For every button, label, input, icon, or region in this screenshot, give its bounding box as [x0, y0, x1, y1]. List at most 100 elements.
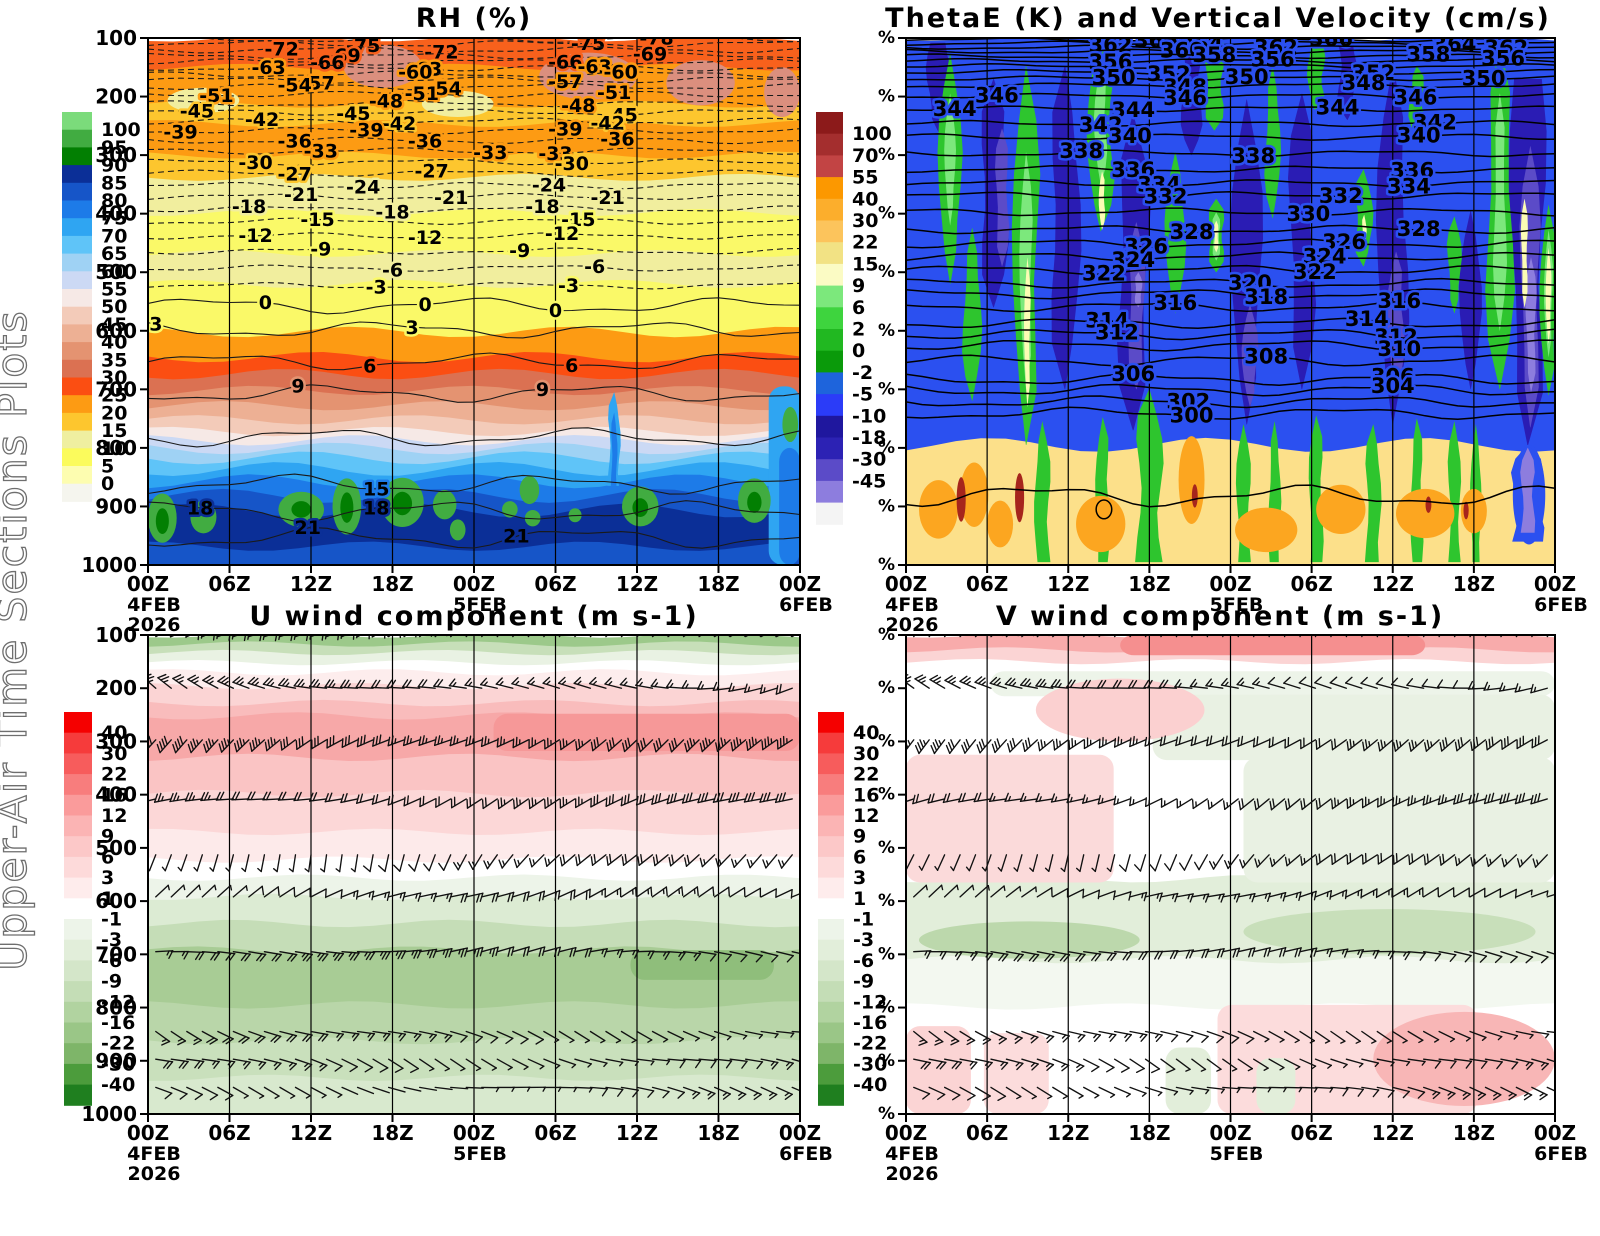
x-date-label: 2026: [886, 1163, 939, 1185]
colorbar-box: [818, 794, 844, 816]
y-tick-label: %: [878, 731, 895, 751]
y-tick-label: 100: [95, 623, 137, 647]
colorbar-label: 16: [853, 784, 879, 806]
fill-column: [944, 93, 956, 226]
fill-patch: [666, 60, 735, 106]
y-tick-label: 400: [95, 202, 137, 226]
colorbar-label: 35: [101, 349, 127, 371]
x-tick-label: 18Z: [1128, 572, 1170, 596]
colorbar-label: -12: [101, 991, 135, 1013]
wind-barb-row: [155, 1058, 800, 1074]
contour-label: -45: [336, 103, 370, 125]
wind-barb-row: [913, 1086, 1555, 1102]
contour-label: -33: [304, 141, 338, 163]
colorbar-label: 0: [101, 473, 114, 495]
contour-label: 332: [1144, 185, 1188, 209]
contour-line: [148, 500, 800, 523]
x-tick-label: 12Z: [1047, 1121, 1089, 1145]
contour-line: [148, 473, 800, 495]
sidebar-title: Upper-Air Time Sections Plots: [0, 309, 36, 970]
x-date-label: 6FEB: [779, 1143, 833, 1165]
v-panel: %%%%%%%%%%00Z 06Z 12Z 18Z 00Z 06Z 12Z 18Z 00Z4FE…: [818, 601, 1588, 1185]
colorbar-box: [62, 289, 92, 308]
x-tick-label: 00Z: [127, 572, 169, 596]
colorbar-box: [62, 395, 92, 414]
colorbar-box: [818, 732, 844, 754]
y-tick-label: 200: [95, 676, 137, 700]
x-date-label: 5FEB: [1210, 594, 1264, 616]
x-tick-label: 06Z: [534, 572, 576, 596]
colorbar-box: [818, 856, 844, 879]
fill-column: [1180, 48, 1203, 156]
contour-label: -15: [300, 209, 334, 231]
colorbar-label: 1: [101, 888, 114, 910]
contour-label: 356: [1251, 47, 1295, 71]
y-tick-label: %: [878, 555, 895, 575]
colorbar-label: -9: [853, 971, 874, 993]
wind-barb-row: [906, 792, 1548, 811]
rh-plot-area: -78-75 -75-72 -72-69 -69-66 -66-63 -63 -63-60-…: [148, 38, 800, 565]
contour-label: -48: [369, 90, 403, 112]
rh-colorbar: 1009590858075706560555045403530252015105…: [62, 112, 141, 502]
contour-label: 312: [1095, 321, 1139, 345]
contour-label: 362: [1089, 33, 1133, 57]
fill-patch: [1035, 678, 1205, 742]
contour-label: 18: [187, 497, 213, 519]
colorbar-label: -1: [853, 909, 874, 931]
fill-patch: [1120, 635, 1426, 656]
contour-line: [148, 158, 800, 166]
colorbar-label: 30: [853, 743, 879, 765]
colorbar-box: [62, 430, 92, 449]
colorbar-label: 12: [101, 805, 127, 827]
y-tick-label: 600: [95, 319, 137, 343]
fill-patch: [779, 447, 800, 565]
x-tick-label: 06Z: [534, 1121, 576, 1145]
y-tick-label: 500: [95, 260, 137, 284]
colorbar-label: 30: [101, 367, 127, 389]
y-tick-label: %: [878, 145, 895, 165]
colorbar-box: [816, 394, 843, 417]
colorbar-label: 22: [101, 764, 127, 786]
fill-column: [1446, 216, 1462, 314]
colorbar-box: [818, 981, 844, 1003]
colorbar-box: [816, 437, 843, 460]
colorbar-label: -30: [852, 449, 886, 471]
contour-label: -63: [251, 57, 285, 79]
colorbar-box: [816, 459, 843, 482]
contour-line: [148, 192, 800, 201]
contour-label: -66: [310, 52, 344, 74]
contour-line: [148, 117, 800, 125]
colorbar-label: 3: [101, 867, 114, 889]
contour-label: -39: [163, 122, 197, 144]
colorbar-box: [64, 1001, 92, 1023]
fill-blob: [782, 406, 799, 443]
colorbar-box: [816, 502, 843, 525]
colorbar-box: [64, 815, 92, 837]
colorbar-box: [818, 815, 844, 837]
contour-label: 324: [1303, 244, 1347, 268]
contour-line: [906, 165, 1555, 174]
contour-label: 324: [1111, 248, 1155, 272]
contour-label: 344: [1111, 98, 1155, 122]
y-tick-label: %: [878, 998, 895, 1018]
contour-label: -42: [590, 112, 624, 134]
fill-column: [1362, 214, 1367, 250]
fill-patch: [918, 921, 1140, 959]
colorbar-label: -3: [101, 929, 122, 951]
contour-label: 362: [1484, 36, 1528, 60]
colorbar-box: [62, 377, 92, 396]
fill-blob: [1076, 495, 1126, 553]
fill-column: [1337, 42, 1357, 121]
fill-column: [1164, 152, 1187, 314]
y-tick-label: %: [878, 438, 895, 458]
y-tick-label: %: [878, 87, 895, 107]
fill-column: [1134, 272, 1143, 308]
contour-line: [906, 57, 1555, 64]
contour-line: [906, 395, 1555, 409]
fill-blob: [519, 475, 540, 505]
colorbar-label: 75: [101, 208, 127, 230]
sidebar-title-area: Upper-Air Time Sections Plots: [0, 309, 37, 972]
colorbar-box: [818, 1063, 844, 1086]
